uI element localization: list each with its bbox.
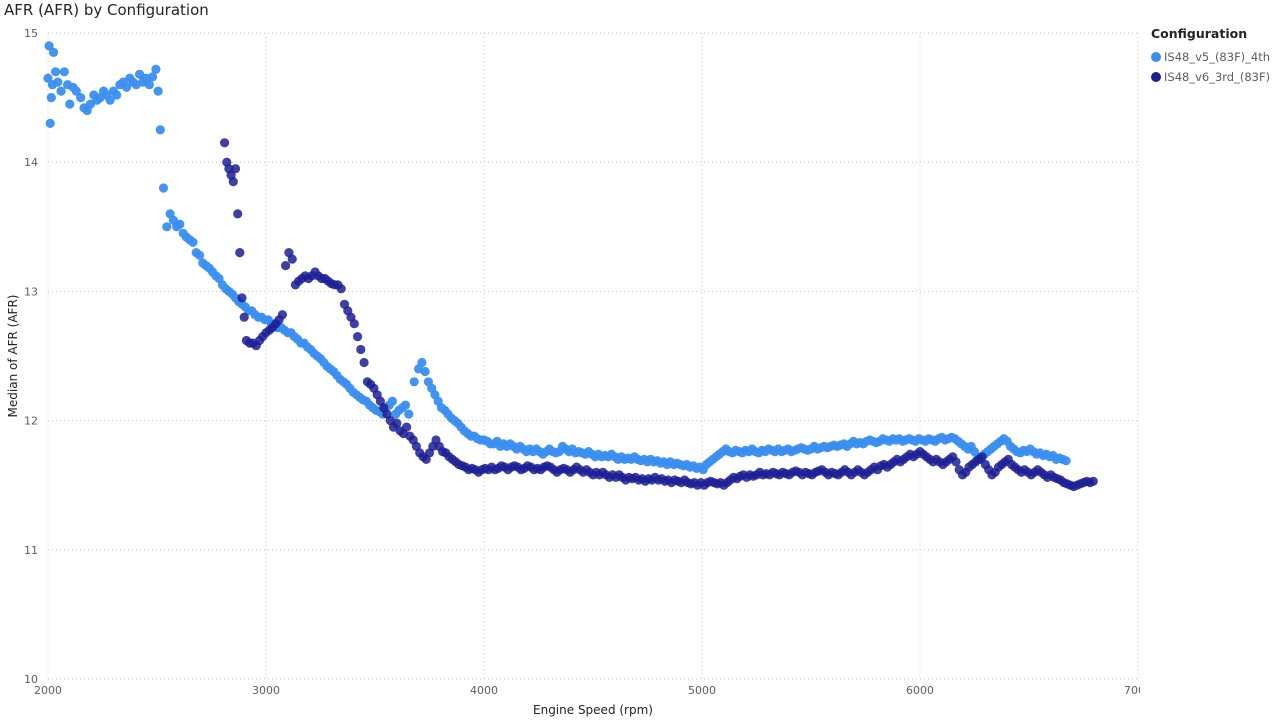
data-point-series-1 — [112, 90, 122, 100]
data-point-series-2 — [235, 248, 245, 258]
scatter-chart: 10 11 12 13 14 15 2000 3000 4000 5000 6000 7000 Engi… — [6, 27, 1140, 717]
data-point-series-2 — [977, 452, 987, 462]
data-point-series-1 — [105, 95, 115, 105]
y-tick-label: 14 — [24, 156, 38, 169]
data-point-series-2 — [220, 138, 230, 148]
chart-title: AFR (AFR) by Configuration — [4, 1, 209, 19]
data-point-series-1 — [417, 357, 427, 368]
data-point-series-1 — [194, 250, 205, 260]
data-point-series-1 — [155, 125, 165, 135]
data-point-series-2 — [277, 310, 287, 320]
legend-marker-series-2 — [1151, 72, 1161, 82]
x-tick-label: 3000 — [252, 684, 280, 697]
data-point-series-2 — [281, 261, 291, 271]
data-point-series-2 — [402, 422, 412, 432]
x-tick-label: 5000 — [688, 684, 716, 697]
data-point-series-1 — [48, 47, 59, 58]
data-point-series-1 — [65, 99, 75, 109]
data-point-series-1 — [76, 93, 86, 103]
legend-item-series-1[interactable]: IS48_v5_(83F)_4th — [1151, 47, 1270, 67]
data-point-series-2 — [349, 319, 359, 329]
data-point-series-1 — [59, 67, 69, 77]
data-point-series-2 — [239, 312, 249, 322]
data-point-series-1 — [44, 41, 54, 51]
data-point-series-1 — [71, 86, 81, 96]
data-point-series-1 — [51, 67, 61, 77]
legend-item-series-2[interactable]: IS48_v6_3rd_(83F) — [1151, 67, 1270, 87]
y-tick-label: 15 — [24, 27, 38, 40]
y-tick-label: 10 — [24, 673, 38, 686]
data-point-series-1 — [151, 64, 161, 74]
data-point-series-1 — [162, 222, 172, 232]
data-point-series-1 — [420, 366, 430, 377]
legend-marker-series-1 — [1151, 52, 1161, 62]
data-point-series-1 — [1061, 456, 1071, 466]
data-point-series-1 — [404, 409, 414, 419]
x-tick-label: 6000 — [906, 684, 934, 697]
data-point-series-1 — [400, 400, 411, 410]
data-point-series-2 — [287, 254, 297, 264]
y-tick-label: 11 — [24, 544, 38, 557]
data-point-series-2 — [359, 357, 369, 368]
y-axis-title: Median of AFR (AFR) — [6, 295, 20, 418]
data-point-series-2 — [951, 457, 961, 467]
x-tick-label: 4000 — [470, 684, 498, 697]
data-point-series-1 — [188, 237, 198, 247]
data-point-series-1 — [175, 219, 185, 229]
data-point-series-2 — [237, 293, 247, 303]
x-tick-label: 7000 — [1124, 684, 1140, 697]
data-point-series-1 — [121, 82, 132, 92]
data-point-series-1 — [387, 396, 397, 406]
legend: Configuration IS48_v5_(83F)_4th IS48_v6_… — [1151, 26, 1270, 87]
data-point-series-2 — [228, 177, 238, 187]
y-tick-label: 13 — [24, 285, 38, 298]
data-point-series-1 — [153, 86, 163, 96]
data-point-series-1 — [53, 77, 63, 87]
data-point-series-2 — [230, 164, 241, 174]
data-point-series-1 — [409, 377, 419, 387]
data-point-series-1 — [46, 93, 56, 103]
y-tick-label: 12 — [24, 415, 38, 428]
data-point-series-2 — [353, 332, 363, 342]
data-point-series-2 — [392, 418, 402, 428]
data-point-series-2 — [336, 284, 346, 294]
data-point-series-2 — [356, 344, 366, 355]
legend-title: Configuration — [1151, 26, 1248, 41]
data-point-series-1 — [43, 73, 53, 83]
data-point-series-1 — [56, 86, 66, 96]
data-point-series-2 — [1088, 476, 1098, 486]
legend-label-series-1: IS48_v5_(83F)_4th — [1164, 50, 1271, 64]
data-point-series-1 — [144, 80, 154, 90]
x-axis-title: Engine Speed (rpm) — [533, 703, 653, 717]
data-point-series-1 — [148, 72, 158, 82]
data-point-series-1 — [158, 183, 169, 193]
data-point-series-2 — [233, 209, 243, 219]
x-tick-label: 2000 — [34, 684, 62, 697]
legend-label-series-2: IS48_v6_3rd_(83F) — [1164, 70, 1271, 84]
data-point-series-1 — [45, 118, 55, 128]
